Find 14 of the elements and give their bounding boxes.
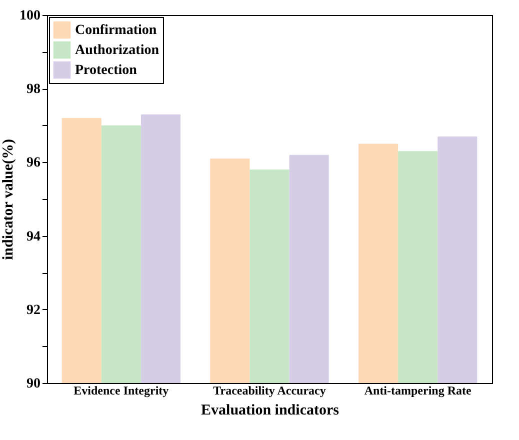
y-tick-label: 92 <box>26 302 40 318</box>
y-tick-label: 90 <box>26 376 40 392</box>
y-axis-title: indicator value(%) <box>0 139 16 260</box>
y-tick-label: 96 <box>26 156 40 171</box>
legend-label: Confirmation <box>75 23 157 38</box>
y-tick-label: 98 <box>26 82 40 98</box>
y-tick-label: 94 <box>26 229 40 244</box>
y-tick-label: 100 <box>20 8 40 24</box>
x-tick-label: Anti-tampering Rate <box>364 384 472 398</box>
legend-label: Protection <box>75 63 138 78</box>
x-axis-title: Evaluation indicators <box>201 402 340 418</box>
legend-label: Authorization <box>75 43 160 58</box>
x-tick-label: Evidence Integrity <box>74 384 169 398</box>
x-tick-label: Traceability Accuracy <box>213 384 326 398</box>
